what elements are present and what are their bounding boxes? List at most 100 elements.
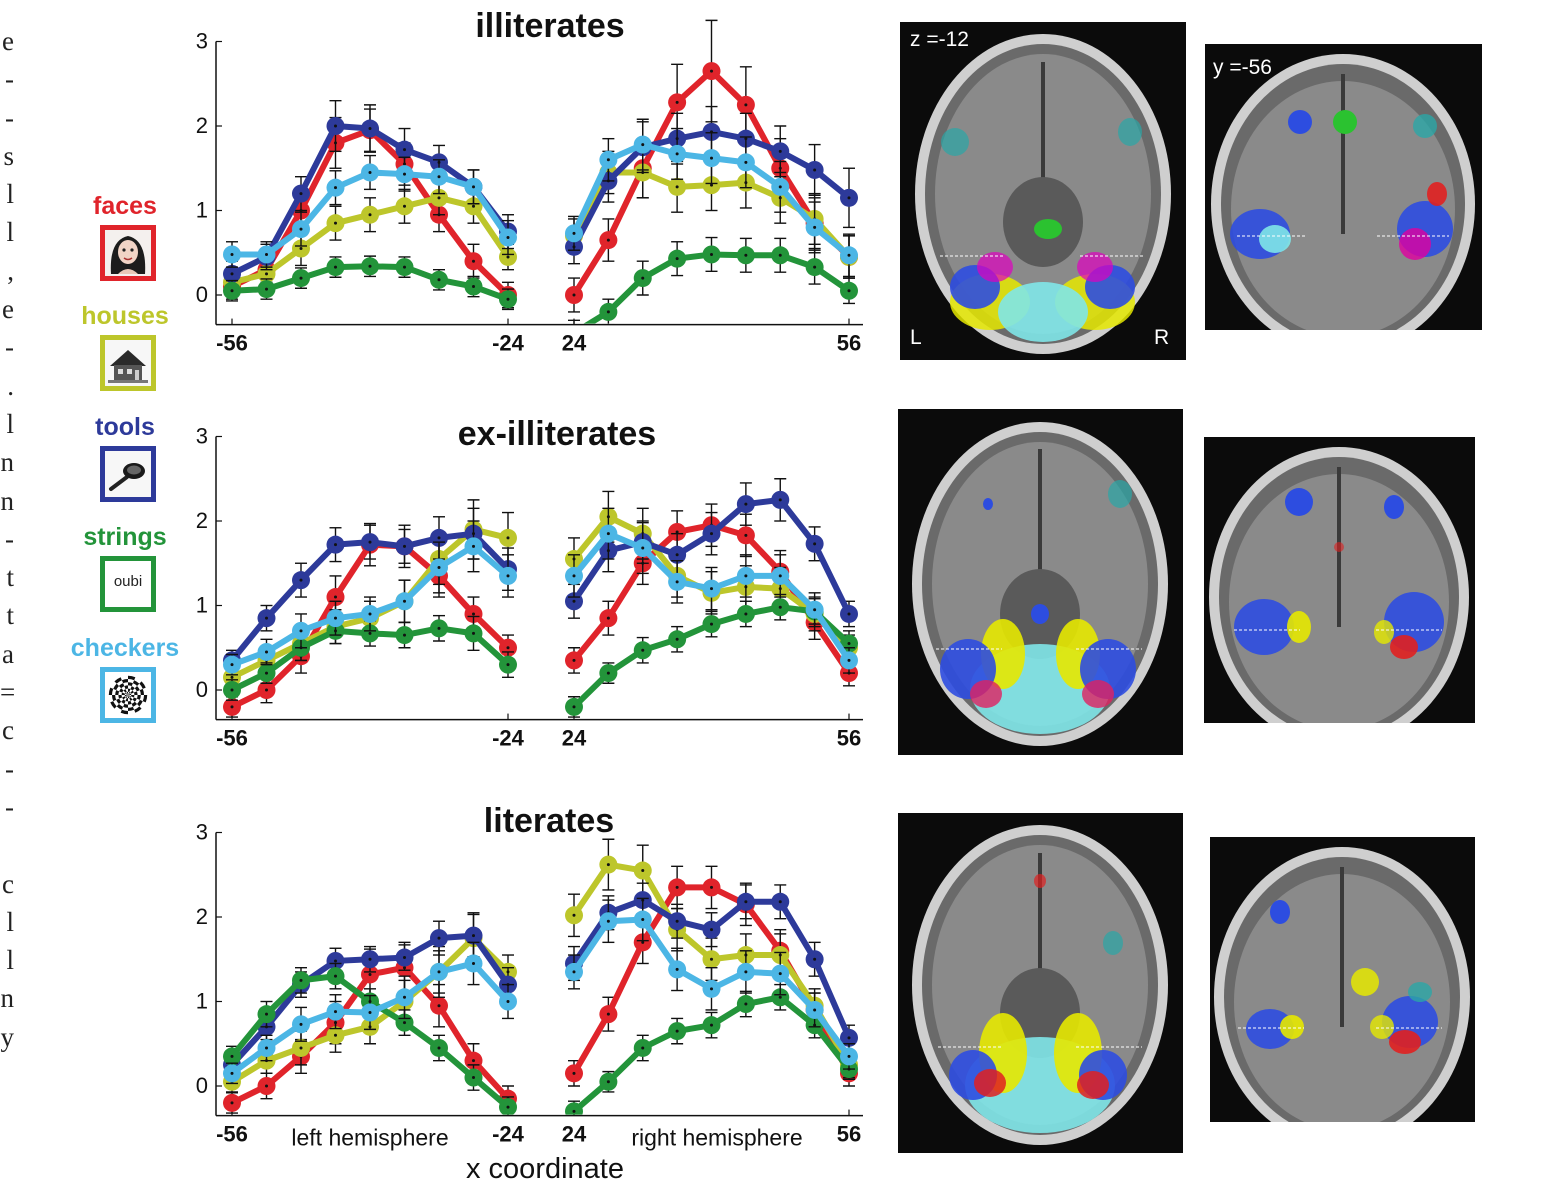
x-tick-label: 56 [837, 726, 861, 751]
point-center [472, 1076, 475, 1080]
point-center [299, 978, 303, 982]
margin-letter: - [5, 102, 14, 133]
checker-sector [128, 682, 133, 687]
checker-sector [108, 687, 114, 695]
checker-sector [131, 701, 138, 707]
point-center [506, 255, 510, 259]
brain-coronal-literates [1210, 837, 1475, 1122]
checker-sector [137, 699, 143, 707]
legend-item-strings: strings oubi [55, 523, 195, 623]
point-center [472, 934, 475, 938]
point-center [847, 1054, 851, 1058]
margin-letter: l [6, 217, 14, 248]
point-center [437, 1004, 441, 1008]
point-center [778, 605, 782, 609]
point-center [675, 580, 679, 584]
margin-letter: n [0, 447, 15, 478]
point-center [847, 196, 851, 200]
point-center [230, 1054, 234, 1058]
checker-sector [121, 679, 128, 684]
point-center [847, 642, 851, 646]
brain-coronal-illiterates: y =-56 [1205, 44, 1482, 330]
point-center [506, 236, 510, 240]
point-center [606, 671, 610, 675]
point-center [230, 675, 234, 679]
point-center [437, 970, 441, 974]
checker-sector [113, 683, 119, 691]
brain-axial-ex-illiterates [898, 409, 1183, 755]
point-center [403, 599, 406, 603]
brain-axial-literates [898, 813, 1183, 1153]
point-center [572, 231, 576, 235]
point-center [368, 264, 372, 268]
point-center [230, 705, 234, 709]
checker-sector [130, 686, 135, 691]
point-center [265, 272, 268, 276]
point-center [813, 225, 817, 229]
checker-sector [134, 685, 140, 692]
point-center [506, 536, 510, 540]
checkerboard-icon [100, 667, 156, 723]
margin-letter: y [0, 1021, 15, 1052]
legend-item-checkers: checkers [55, 634, 195, 734]
point-center [813, 1008, 817, 1012]
point-center [572, 658, 576, 662]
margin-letter: n [0, 983, 15, 1014]
point-center [437, 536, 441, 540]
right-side-label: R [1154, 326, 1170, 349]
chart-title: literates [484, 802, 614, 840]
left-side-label: L [910, 326, 922, 349]
point-center [334, 974, 337, 978]
y-tick-label: 2 [196, 904, 208, 929]
point-center [778, 900, 782, 904]
checker-sector [120, 709, 128, 715]
checker-sector [132, 697, 137, 702]
legend-item-faces: faces [55, 192, 195, 292]
margin-letter: t [6, 600, 14, 631]
checker-sector [112, 695, 117, 702]
point-center [403, 1021, 406, 1025]
point-center [230, 252, 234, 256]
point-center [299, 227, 303, 231]
point-center [778, 185, 782, 189]
checker-sector [116, 704, 124, 710]
point-center [230, 663, 234, 667]
point-center [334, 1033, 337, 1037]
point-center [675, 885, 679, 889]
x-axis-title: x coordinate [466, 1153, 624, 1185]
point-center [334, 221, 337, 225]
point-center [641, 1046, 645, 1050]
checker-sector [128, 688, 131, 693]
checker-sector [134, 706, 142, 713]
oubi-string-icon: oubi [100, 556, 156, 612]
point-center [334, 543, 337, 547]
point-center [572, 599, 576, 603]
point-center [641, 940, 645, 944]
x-tick-label: 56 [837, 331, 861, 356]
y-tick-label: 3 [196, 29, 208, 54]
checker-sector [130, 690, 134, 694]
point-center [675, 257, 679, 261]
point-center [813, 265, 817, 269]
point-center [506, 1000, 510, 1003]
axial-slice-label: z =-12 [910, 28, 969, 51]
coronal-slice-label: y =-56 [1213, 56, 1272, 79]
point-center [572, 293, 576, 297]
plot-area [223, 838, 858, 1115]
point-center [641, 276, 645, 280]
y-tick-label: 0 [196, 1073, 208, 1098]
checker-sector [128, 695, 130, 699]
legend-label-faces: faces [93, 192, 157, 220]
right-hemisphere-label: right hemisphere [631, 1125, 802, 1151]
point-center [368, 957, 372, 961]
point-center [299, 578, 303, 582]
point-center [472, 259, 475, 263]
checker-sector [110, 701, 117, 709]
point-center [778, 149, 782, 153]
checker-sector [139, 681, 146, 689]
point-center [437, 175, 441, 179]
point-center [675, 967, 679, 971]
point-center [230, 272, 234, 276]
brain-coronal-ex-illiterates [1204, 437, 1475, 723]
x-tick-label: 24 [562, 331, 587, 356]
